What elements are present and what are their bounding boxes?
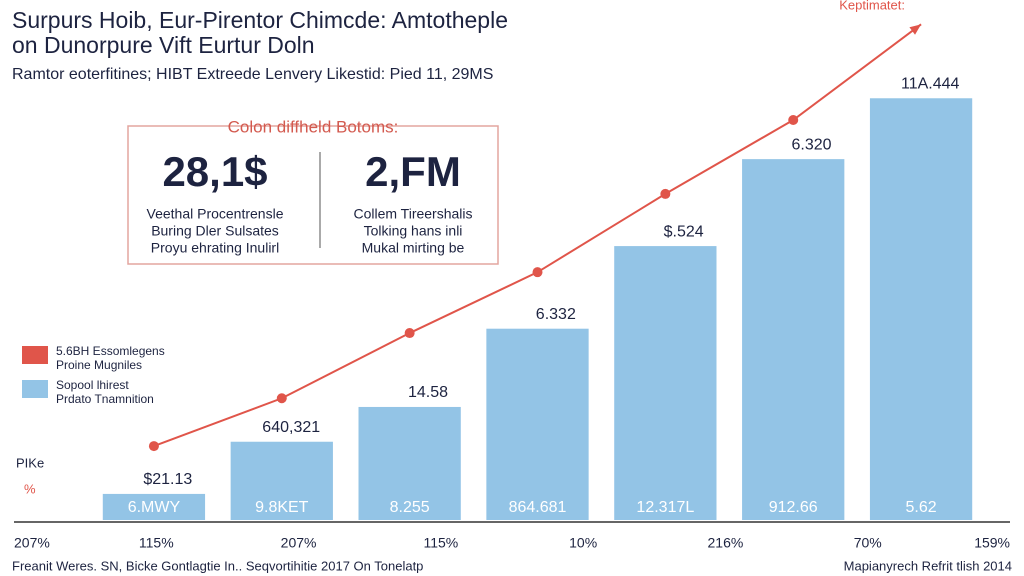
legend-swatch — [22, 380, 48, 398]
corner-note: Keptimatet: — [839, 0, 905, 12]
line-marker — [532, 267, 543, 278]
value-label: 6.332 — [536, 306, 576, 323]
legend-label: Proine Mugniles — [56, 358, 142, 372]
callout-title: Colon diffheld Botoms: — [228, 117, 399, 136]
x-tick-label: 159% — [974, 535, 1010, 551]
callout-line: Proyu ehrating Inulirl — [151, 240, 279, 256]
arrow-head — [909, 24, 922, 35]
inner-label: 864.681 — [509, 499, 567, 516]
x-tick-label: 10% — [569, 535, 597, 551]
line-marker — [788, 115, 799, 125]
callout-line: Veethal Procentrensle — [147, 206, 284, 222]
inner-label: 9.8KET — [255, 499, 309, 516]
line-marker — [660, 188, 671, 199]
value-label: 11A.444 — [901, 75, 960, 92]
value-label: 14.58 — [408, 384, 448, 401]
bar — [742, 159, 845, 520]
line-marker — [148, 441, 159, 452]
callout-box — [127, 125, 499, 265]
bar — [486, 328, 589, 520]
legend-label: Sopool lhirest — [56, 378, 129, 392]
inner-label: 912.66 — [769, 499, 818, 516]
x-tick-label: 115% — [139, 535, 174, 551]
bar — [102, 493, 206, 520]
inner-label: 12.317L — [636, 499, 694, 516]
side-label: PIKe — [16, 455, 44, 470]
x-tick-label: 207% — [281, 535, 317, 551]
bar — [358, 406, 461, 520]
value-label: 640,321 — [262, 419, 320, 436]
inner-label: 5.62 — [906, 499, 937, 516]
callout-line: Buring Dler Sulsates — [151, 223, 279, 239]
footer-text: Freanit Weres. SN, Bicke Gontlagtie In..… — [12, 558, 423, 573]
chart-title: Surpurs Hoib, Eur-Pirentor Chimcde: Amto… — [12, 7, 508, 33]
legend-label: Prdato Tnamnition — [56, 392, 154, 406]
value-label: $21.13 — [143, 471, 192, 488]
bar — [869, 98, 973, 521]
inner-label: 8.255 — [390, 499, 430, 516]
inner-label: 6.MWY — [128, 499, 181, 516]
footer-text: Mapianyrech Refrit tlish 2014 — [844, 558, 1012, 573]
callout-line: Collem Tireershalis — [353, 206, 472, 222]
line-marker — [404, 328, 415, 339]
callout-figure: 2,FM — [365, 148, 461, 195]
value-label: 6.320 — [792, 136, 832, 153]
x-tick-label: 216% — [708, 535, 744, 551]
x-tick-label: 70% — [854, 535, 882, 551]
bar — [230, 441, 333, 520]
x-tick-label: 207% — [14, 535, 50, 551]
callout-line: Tolking hans inli — [364, 223, 463, 239]
subtitle: Ramtor eoterfitines; HIBT Extreede Lenve… — [12, 66, 493, 83]
callout-figure: 28,1$ — [162, 148, 267, 195]
legend-label: 5.6BH Essomlegens — [56, 344, 165, 358]
chart-title: on Dunorpure Vift Eurtur Doln — [12, 32, 315, 58]
side-label: % — [24, 481, 36, 496]
legend-swatch — [22, 346, 48, 364]
callout-line: Mukal mirting be — [362, 240, 465, 256]
x-tick-label: 115% — [423, 535, 458, 551]
line-marker — [276, 393, 287, 404]
bar — [614, 246, 717, 520]
value-label: $.524 — [664, 223, 704, 240]
